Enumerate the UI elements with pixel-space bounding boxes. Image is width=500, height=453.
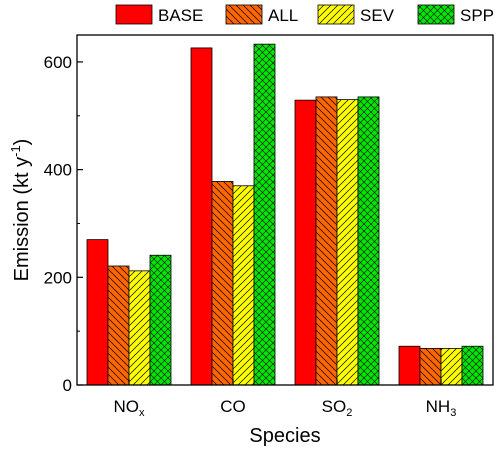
- bar-spp-nox: [149, 254, 172, 386]
- bar-base-nh3: [398, 345, 421, 386]
- bar-all-nox: [107, 265, 130, 386]
- legend-swatch-spp: [417, 4, 455, 25]
- y-tick-label: 400: [44, 161, 72, 180]
- axes: 0 200 400 600 NOx CO SO2 NH3 Species Emission (kt…: [8, 34, 494, 447]
- legend-label-spp: SPP: [460, 6, 494, 25]
- bar-all-co: [211, 181, 234, 386]
- y-tick-label: 200: [44, 268, 72, 287]
- legend-swatch-sev: [317, 4, 355, 25]
- plot-frame: [76, 34, 494, 386]
- y-axis-title: Emission (kt y-1): [8, 139, 33, 282]
- x-tick-label-so2: SO2: [322, 397, 353, 419]
- bar-sev-nh3: [440, 347, 463, 386]
- bar-spp-nh3: [461, 345, 484, 386]
- y-tick-label: 600: [44, 53, 72, 72]
- legend-label-base: BASE: [158, 6, 203, 25]
- legend-item-spp: SPP: [417, 4, 494, 25]
- bar-all-so2: [315, 96, 338, 386]
- x-tick-label-co: CO: [220, 397, 246, 416]
- bar-sev-co: [232, 185, 255, 386]
- bars: [86, 43, 484, 386]
- bar-spp-so2: [357, 96, 380, 386]
- bar-base-co: [190, 47, 213, 386]
- x-tick-label-nox: NOx: [114, 397, 146, 419]
- bar-spp-co: [253, 43, 276, 386]
- legend-item-sev: SEV: [317, 4, 395, 25]
- bar-sev-nox: [128, 270, 151, 386]
- bar-base-so2: [294, 99, 317, 386]
- bar-sev-so2: [336, 99, 359, 386]
- x-tick-label-nh3: NH3: [426, 397, 457, 419]
- legend-item-base: BASE: [115, 4, 203, 25]
- bar-all-nh3: [419, 347, 442, 386]
- legend-label-all: ALL: [268, 6, 298, 25]
- bar-base-nox: [86, 239, 109, 386]
- legend-swatch-all: [225, 4, 263, 25]
- y-tick-label: 0: [63, 376, 72, 395]
- legend-swatch-base: [115, 4, 153, 25]
- legend: BASE ALL SEV SPP: [115, 4, 494, 25]
- legend-label-sev: SEV: [360, 6, 395, 25]
- legend-item-all: ALL: [225, 4, 298, 25]
- x-axis-title: Species: [249, 425, 320, 447]
